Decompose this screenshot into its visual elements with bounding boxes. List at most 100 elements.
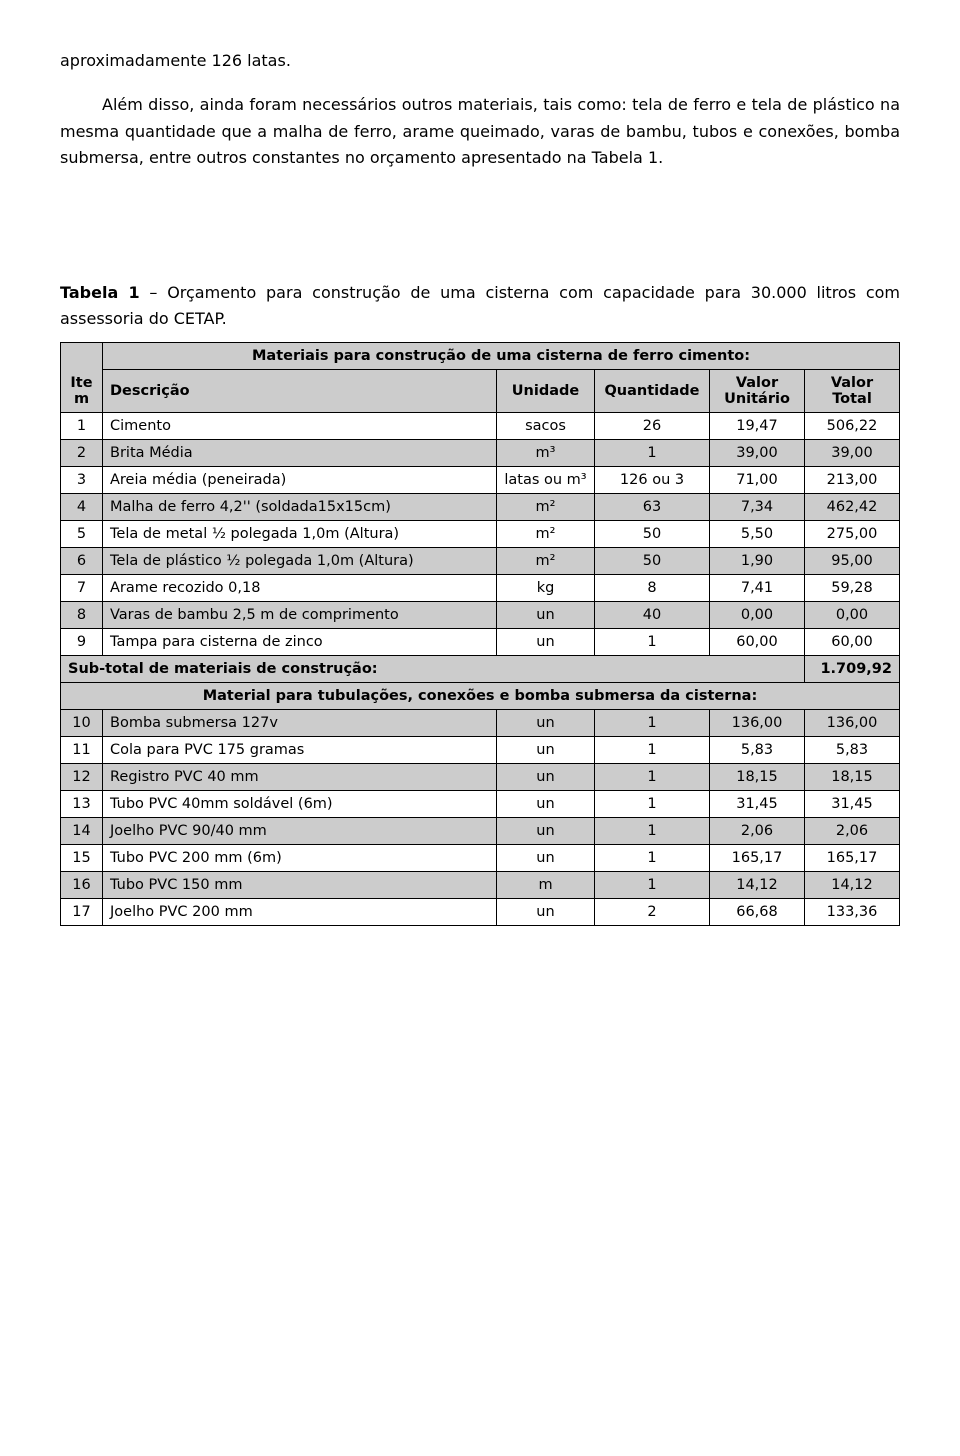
cell-desc: Tampa para cisterna de zinco [103, 629, 497, 656]
cell-unitval: 18,15 [710, 764, 805, 791]
cell-totval: 59,28 [805, 575, 900, 602]
cell-totval: 14,12 [805, 872, 900, 899]
hdr-qty: Quantidade [595, 370, 710, 413]
cell-unit: un [497, 629, 595, 656]
cell-unitval: 7,41 [710, 575, 805, 602]
table-row: 15Tubo PVC 200 mm (6m)un1165,17165,17 [61, 845, 900, 872]
rows-section2: 10Bomba submersa 127vun1136,00136,0011Co… [61, 710, 900, 926]
section1-title-row: Materiais para construção de uma cistern… [61, 343, 900, 370]
cell-totval: 506,22 [805, 413, 900, 440]
cell-qty: 1 [595, 818, 710, 845]
cell-item: 13 [61, 791, 103, 818]
cell-desc: Tubo PVC 150 mm [103, 872, 497, 899]
cell-desc: Cola para PVC 175 gramas [103, 737, 497, 764]
section2-title-row: Material para tubulações, conexões e bom… [61, 683, 900, 710]
cell-unitval: 14,12 [710, 872, 805, 899]
cell-item: 2 [61, 440, 103, 467]
table-row: 5Tela de metal ½ polegada 1,0m (Altura)m… [61, 521, 900, 548]
cell-unit: un [497, 737, 595, 764]
table-row: 17Joelho PVC 200 mmun266,68133,36 [61, 899, 900, 926]
cell-unitval: 66,68 [710, 899, 805, 926]
cell-unitval: 0,00 [710, 602, 805, 629]
cell-unit: kg [497, 575, 595, 602]
cell-desc: Tela de metal ½ polegada 1,0m (Altura) [103, 521, 497, 548]
rows-section1: 1Cimentosacos2619,47506,222Brita Médiam³… [61, 413, 900, 656]
caption-bold: Tabela 1 [60, 283, 140, 302]
cell-totval: 18,15 [805, 764, 900, 791]
table-row: 13Tubo PVC 40mm soldável (6m)un131,4531,… [61, 791, 900, 818]
paragraph-2: Além disso, ainda foram necessários outr… [60, 92, 900, 171]
cell-desc: Brita Média [103, 440, 497, 467]
cell-totval: 136,00 [805, 710, 900, 737]
cell-totval: 213,00 [805, 467, 900, 494]
hdr-totval: ValorTotal [805, 370, 900, 413]
cell-item: 4 [61, 494, 103, 521]
table-row: 12Registro PVC 40 mmun118,1518,15 [61, 764, 900, 791]
cell-totval: 39,00 [805, 440, 900, 467]
cell-totval: 462,42 [805, 494, 900, 521]
cell-item: 1 [61, 413, 103, 440]
header-row: Item Descrição Unidade Quantidade ValorU… [61, 370, 900, 413]
section2-title: Material para tubulações, conexões e bom… [61, 683, 900, 710]
cell-unit: un [497, 818, 595, 845]
cell-qty: 1 [595, 737, 710, 764]
cell-desc: Bomba submersa 127v [103, 710, 497, 737]
cell-desc: Areia média (peneirada) [103, 467, 497, 494]
hdr-desc: Descrição [103, 370, 497, 413]
cell-desc: Varas de bambu 2,5 m de comprimento [103, 602, 497, 629]
hdr-unitval: ValorUnitário [710, 370, 805, 413]
cell-item: 17 [61, 899, 103, 926]
cell-desc: Joelho PVC 200 mm [103, 899, 497, 926]
cell-unitval: 1,90 [710, 548, 805, 575]
cell-item: 10 [61, 710, 103, 737]
cell-item: 7 [61, 575, 103, 602]
table-row: 2Brita Médiam³139,0039,00 [61, 440, 900, 467]
cell-desc: Cimento [103, 413, 497, 440]
cell-qty: 1 [595, 440, 710, 467]
cell-unitval: 165,17 [710, 845, 805, 872]
cell-desc: Joelho PVC 90/40 mm [103, 818, 497, 845]
table-row: 14Joelho PVC 90/40 mmun12,062,06 [61, 818, 900, 845]
cell-unitval: 31,45 [710, 791, 805, 818]
cell-qty: 26 [595, 413, 710, 440]
cell-totval: 2,06 [805, 818, 900, 845]
cell-unitval: 60,00 [710, 629, 805, 656]
cell-item: 16 [61, 872, 103, 899]
table-row: 16Tubo PVC 150 mmm114,1214,12 [61, 872, 900, 899]
cell-desc: Tubo PVC 40mm soldável (6m) [103, 791, 497, 818]
table-row: 1Cimentosacos2619,47506,22 [61, 413, 900, 440]
cell-totval: 0,00 [805, 602, 900, 629]
cell-qty: 1 [595, 872, 710, 899]
cell-unit: m³ [497, 440, 595, 467]
hdr-item: Item [61, 370, 103, 413]
cell-item: 12 [61, 764, 103, 791]
cell-desc: Malha de ferro 4,2'' (soldada15x15cm) [103, 494, 497, 521]
caption-rest: – Orçamento para construção de uma ciste… [60, 283, 900, 328]
paragraph-1: aproximadamente 126 latas. [60, 48, 900, 74]
cell-unit: m² [497, 548, 595, 575]
cell-totval: 5,83 [805, 737, 900, 764]
cell-unitval: 5,50 [710, 521, 805, 548]
table-row: 10Bomba submersa 127vun1136,00136,00 [61, 710, 900, 737]
cell-unitval: 5,83 [710, 737, 805, 764]
cell-item: 14 [61, 818, 103, 845]
cell-item: 6 [61, 548, 103, 575]
table-row: 4Malha de ferro 4,2'' (soldada15x15cm)m²… [61, 494, 900, 521]
cell-unit: un [497, 710, 595, 737]
cell-unit: un [497, 602, 595, 629]
cell-unit: m² [497, 521, 595, 548]
table-row: 9Tampa para cisterna de zincoun160,0060,… [61, 629, 900, 656]
cell-item: 9 [61, 629, 103, 656]
cell-qty: 1 [595, 710, 710, 737]
cell-item: 11 [61, 737, 103, 764]
cell-unitval: 19,47 [710, 413, 805, 440]
cell-totval: 95,00 [805, 548, 900, 575]
cell-unit: un [497, 791, 595, 818]
cell-unitval: 71,00 [710, 467, 805, 494]
cell-item: 15 [61, 845, 103, 872]
cell-unit: un [497, 899, 595, 926]
table-row: 8Varas de bambu 2,5 m de comprimentoun40… [61, 602, 900, 629]
table-row: 6Tela de plástico ½ polegada 1,0m (Altur… [61, 548, 900, 575]
cell-desc: Tubo PVC 200 mm (6m) [103, 845, 497, 872]
cell-qty: 1 [595, 764, 710, 791]
